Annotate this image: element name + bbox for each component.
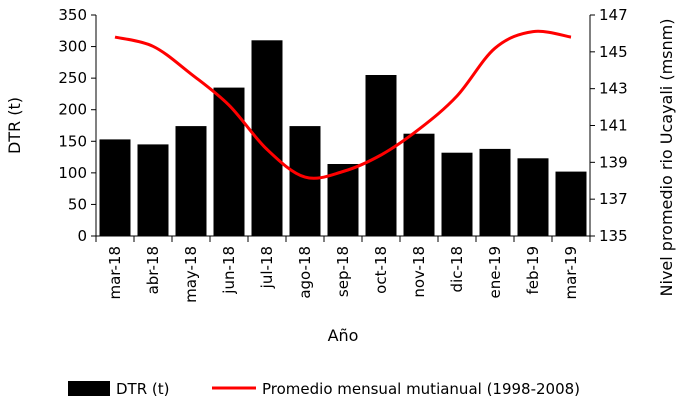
bar-mar-18 — [99, 139, 131, 236]
x-tick-label: feb-19 — [524, 246, 542, 295]
x-tick-label: nov-18 — [410, 246, 428, 298]
bar-may-18 — [175, 126, 207, 236]
y-tick-label-right: 143 — [599, 80, 628, 98]
legend-label-line: Promedio mensual mutianual (1998-2008) — [262, 380, 580, 398]
x-tick-labels: mar-18 abr-18 may-18 jun-18 jul-18 ago-18 sep-… — [106, 246, 580, 303]
bar-ago-18 — [289, 126, 321, 236]
x-axis-title: Año — [328, 326, 359, 345]
y-tick-label-left: 150 — [58, 132, 87, 150]
x-tick-label: jun-18 — [220, 246, 238, 295]
y-tick-label-left: 300 — [58, 38, 87, 56]
y-tick-label-left: 50 — [68, 195, 87, 213]
y-tick-label-right: 137 — [599, 190, 628, 208]
bar-jun-18 — [213, 87, 245, 236]
y-axis-title-right: Nivel promedio rio Ucayali (msnm) — [657, 19, 676, 297]
legend-swatch-bar — [68, 381, 110, 396]
y-tick-label-right: 145 — [599, 43, 628, 61]
bar-nov-18 — [403, 133, 435, 236]
x-tick-label: jul-18 — [258, 246, 276, 289]
axes — [91, 14, 595, 242]
bar-dic-18 — [441, 152, 473, 236]
bar-mar-19 — [555, 171, 587, 236]
tick-labels: 0 50 100 150 200 250 300 350 135 137 139 141 143 145 1… — [58, 6, 627, 245]
bar-series-dtr — [99, 40, 587, 236]
x-tick-label: sep-18 — [334, 246, 352, 297]
x-tick-label: oct-18 — [372, 246, 390, 294]
y-tick-label-right: 135 — [599, 227, 628, 245]
x-tick-label: mar-18 — [106, 246, 124, 300]
y-axis-title-left: DTR (t) — [5, 97, 24, 154]
y-tick-label-left: 100 — [58, 164, 87, 182]
x-tick-label: abr-18 — [144, 246, 162, 294]
x-tick-label: mar-19 — [562, 246, 580, 300]
y-tick-label-right: 141 — [599, 117, 628, 135]
legend-label-bar: DTR (t) — [116, 380, 170, 398]
bar-abr-18 — [137, 144, 169, 236]
y-tick-label-right: 147 — [599, 6, 628, 24]
bar-ene-19 — [479, 148, 511, 236]
x-tick-label: ago-18 — [296, 246, 314, 299]
y-tick-label-left: 0 — [77, 227, 87, 245]
y-tick-label-right: 139 — [599, 153, 628, 171]
x-tick-label: ene-19 — [486, 246, 504, 298]
line-series-promedio — [114, 29, 572, 180]
y-tick-label-left: 250 — [58, 69, 87, 87]
bar-feb-19 — [517, 158, 549, 236]
y-tick-label-left: 350 — [58, 6, 87, 24]
y-tick-label-left: 200 — [58, 101, 87, 119]
legend: DTR (t) Promedio mensual mutianual (1998… — [68, 380, 580, 398]
x-tick-label: may-18 — [182, 246, 200, 303]
x-tick-label: dic-18 — [448, 246, 466, 292]
